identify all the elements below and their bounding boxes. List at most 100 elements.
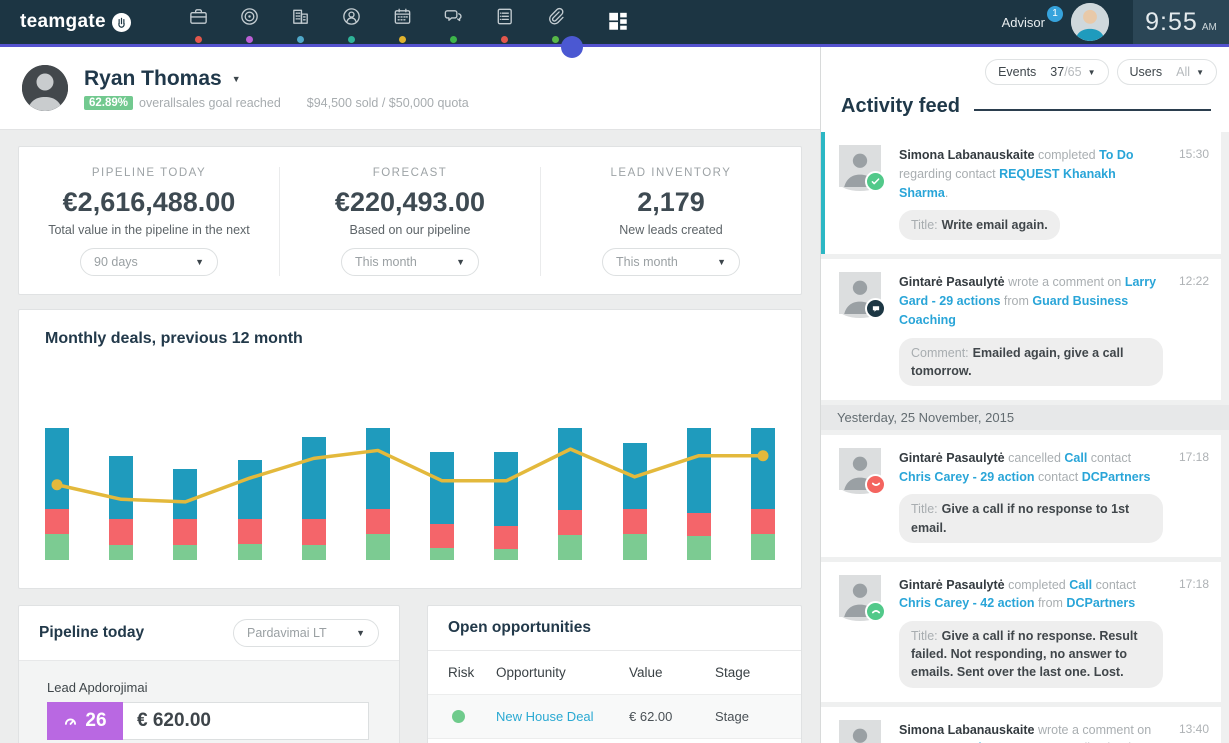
nav-item-notes[interactable] <box>479 1 530 43</box>
middle-red-segment <box>686 512 711 537</box>
top-blue-segment <box>45 428 69 509</box>
stacked-bar[interactable] <box>622 442 647 560</box>
stacked-bar[interactable] <box>750 428 775 560</box>
status-dot <box>245 36 253 43</box>
chevron-down-icon: ▼ <box>356 628 365 638</box>
bottom-green-segment <box>237 544 262 560</box>
stacked-bar[interactable] <box>430 451 455 560</box>
stacked-bar[interactable] <box>301 437 326 560</box>
stat-label: PIPELINE TODAY <box>91 167 207 179</box>
chevron-down-icon: ▼ <box>1196 67 1204 77</box>
activity-feed-title: Activity feed <box>841 95 960 117</box>
briefcase-icon <box>188 6 209 32</box>
feed-link[interactable]: Call <box>1069 577 1093 592</box>
top-blue-segment <box>494 451 519 526</box>
note-pill: Title: Write email again. <box>899 210 1060 241</box>
nav-item-chat[interactable] <box>428 1 479 43</box>
feed-link[interactable]: DCPartners <box>1081 469 1151 484</box>
user-avatar[interactable] <box>1071 3 1109 41</box>
gauge-icon <box>65 718 77 725</box>
bottom-green-segment <box>686 536 711 560</box>
feed-text-part: contact <box>1034 469 1082 484</box>
paperclip-icon <box>545 6 566 32</box>
opportunities-header-row: Risk Opportunity Value Stage <box>428 651 801 695</box>
top-navbar: teamgate Advisor 1 9:55 AM <box>0 0 1229 44</box>
stat-period-select[interactable]: This month ▼ <box>602 248 740 276</box>
monthly-deals-chart <box>45 370 775 560</box>
feed-link[interactable]: Chris Carey - 29 action <box>899 469 1035 484</box>
nav-item-dashboard[interactable] <box>593 1 644 43</box>
status-dot <box>500 36 508 43</box>
nav-item-briefcase[interactable] <box>173 1 224 43</box>
bottom-green-segment <box>109 545 134 560</box>
notification-badge: 1 <box>1047 5 1063 22</box>
bottom-green-segment <box>494 549 519 560</box>
bottom-green-segment <box>750 533 775 560</box>
feed-link[interactable]: Call <box>1064 450 1088 465</box>
feed-text-part: completed <box>1034 148 1100 162</box>
nav-item-target[interactable] <box>224 1 275 43</box>
feed-link[interactable]: Guard Business Coaching <box>899 294 1129 327</box>
stat-desc: Total value in the pipeline in the next <box>48 223 250 237</box>
stat-pipeline-today: PIPELINE TODAY €2,616,488.00 Total value… <box>19 167 280 276</box>
feed-link[interactable]: My Jobs.com deal. <box>899 741 1152 743</box>
bottom-green-segment <box>430 548 455 560</box>
top-blue-segment <box>686 428 711 513</box>
top-blue-segment <box>365 428 390 509</box>
status-dot <box>449 36 457 43</box>
nav-item-paperclip[interactable] <box>530 1 581 43</box>
date-divider: Yesterday, 25 November, 2015 <box>821 404 1229 430</box>
profile-bar: Ryan Thomas ▼ 62.89% overallsales goal r… <box>0 47 820 130</box>
feed-link[interactable]: REQUEST Khanakh Sharma <box>899 166 1116 200</box>
stacked-bar[interactable] <box>494 451 519 560</box>
notes-icon <box>494 6 515 32</box>
chevron-down-icon: ▼ <box>456 257 465 267</box>
nav-item-contacts[interactable] <box>326 1 377 43</box>
advisor-menu[interactable]: Advisor 1 <box>1002 5 1063 30</box>
profile-name-dropdown[interactable]: Ryan Thomas ▼ <box>84 67 469 91</box>
opportunity-value: € 62.00 <box>629 709 673 724</box>
bottom-green-segment <box>622 533 647 560</box>
status-dot <box>347 36 355 43</box>
middle-red-segment <box>237 519 262 545</box>
events-filter-select[interactable]: Events 37/65 ▼ <box>985 59 1109 85</box>
active-nav-indicator <box>561 36 583 58</box>
feed-text: Gintarė Pasaulytė wrote a comment on Lar… <box>899 273 1163 329</box>
teamgate-logo[interactable]: teamgate <box>0 11 131 33</box>
monthly-deals-chart-card: Monthly deals, previous 12 month <box>18 309 802 589</box>
stacked-bar[interactable] <box>686 428 711 560</box>
stage-label: Lead Apdorojimai <box>47 680 148 695</box>
feed-link[interactable]: Chris Carey - 42 action <box>899 596 1035 611</box>
feed-text: Simona Labanauskaite completed To Do reg… <box>899 146 1163 202</box>
stacked-bar[interactable] <box>109 455 134 560</box>
stat-period-select[interactable]: 90 days ▼ <box>80 248 218 276</box>
pipeline-card-title: Pipeline today <box>39 624 145 641</box>
feed-text-part: cancelled <box>1004 450 1065 465</box>
stat-period-select[interactable]: This month ▼ <box>341 248 479 276</box>
users-filter-select[interactable]: Users All ▼ <box>1116 59 1217 85</box>
actor-name: Gintarė Pasaulytė <box>899 275 1005 290</box>
bottom-green-segment <box>365 533 390 560</box>
feed-link[interactable]: To Do <box>1099 148 1134 162</box>
dashboard-grid-icon <box>606 9 630 38</box>
opportunity-link[interactable]: New House Deal <box>496 709 594 724</box>
feed-link[interactable]: Larry Gard - 29 actions <box>899 275 1157 309</box>
middle-red-segment <box>494 525 519 550</box>
feed-text-part: wrote a comment on contact <box>899 722 1152 743</box>
note-label: Comment: <box>911 345 969 360</box>
stage-row: 26 € 620.00 <box>47 702 369 740</box>
feed-text-part: wrote a comment on <box>1004 275 1125 290</box>
stacked-bar[interactable] <box>365 428 390 560</box>
stacked-bar[interactable] <box>558 428 583 560</box>
bottom-green-segment <box>173 545 198 560</box>
feed-link[interactable]: DCPartners <box>1066 596 1136 611</box>
nav-item-buildings[interactable] <box>275 1 326 43</box>
pipeline-filter-select[interactable]: Pardavimai LT ▼ <box>233 619 379 647</box>
nav-item-calendar[interactable] <box>377 1 428 43</box>
note-label: Title: <box>911 629 938 644</box>
feed-link[interactable]: My Jobs.com.mm <box>943 741 1048 743</box>
stacked-bar[interactable] <box>45 428 69 560</box>
stacked-bar[interactable] <box>173 468 198 560</box>
stacked-bar[interactable] <box>237 459 262 560</box>
stage-value: € 620.00 <box>123 702 369 740</box>
